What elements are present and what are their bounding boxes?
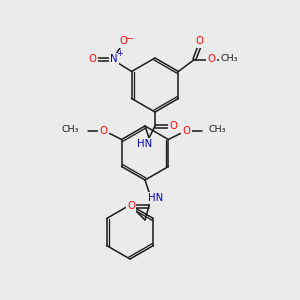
Text: O: O bbox=[195, 37, 203, 46]
Text: CH₃: CH₃ bbox=[61, 125, 79, 134]
Text: +: + bbox=[116, 49, 123, 58]
Text: HN: HN bbox=[137, 139, 153, 149]
Text: O: O bbox=[207, 53, 215, 64]
Text: O: O bbox=[182, 125, 190, 136]
Text: N: N bbox=[110, 55, 117, 64]
Text: O: O bbox=[120, 37, 128, 46]
Text: CH₃: CH₃ bbox=[220, 54, 238, 63]
Text: HN: HN bbox=[148, 193, 164, 203]
Text: CH₃: CH₃ bbox=[208, 125, 226, 134]
Text: −: − bbox=[126, 33, 134, 42]
Text: O: O bbox=[100, 125, 108, 136]
Text: O: O bbox=[169, 121, 177, 131]
Text: O: O bbox=[88, 53, 97, 64]
Text: O: O bbox=[127, 201, 135, 211]
